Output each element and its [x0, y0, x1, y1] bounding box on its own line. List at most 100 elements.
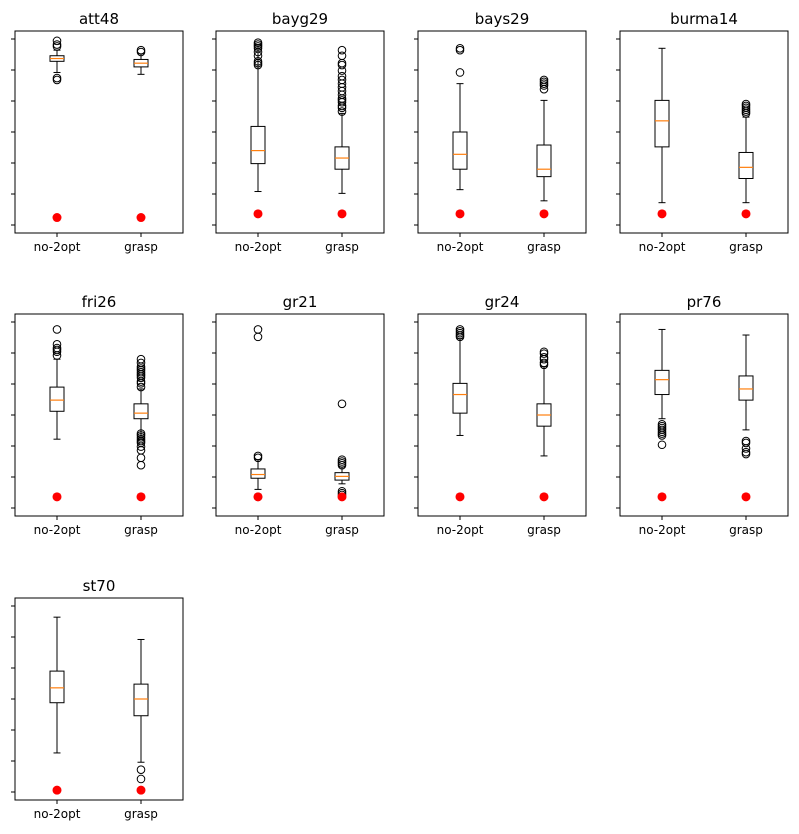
outlier-point — [136, 358, 146, 368]
outlier-point — [136, 774, 146, 784]
x-tick-label: grasp — [729, 240, 763, 254]
outlier-point — [253, 38, 263, 48]
panel-burma14: burma14 no-2opt grasp — [616, 10, 789, 254]
box-no-2opt — [250, 38, 266, 219]
outlier-point — [52, 40, 62, 49]
box-grasp — [738, 99, 754, 219]
x-tick-label: no-2opt — [437, 240, 484, 254]
panel-st70: st70 no-2opt grasp — [11, 577, 184, 821]
outlier-point — [539, 347, 549, 357]
outlier-point — [657, 440, 667, 450]
outlier-point — [337, 455, 347, 464]
box-body — [133, 683, 149, 717]
x-tick-label: grasp — [124, 807, 158, 821]
outlier-point — [253, 57, 263, 66]
panel-title: bays29 — [475, 10, 530, 28]
optimal-marker — [52, 492, 62, 502]
box-no-2opt — [250, 325, 266, 502]
optimal-marker — [136, 492, 146, 502]
panel-title: gr21 — [283, 293, 318, 311]
outlier-point — [253, 451, 263, 461]
box-grasp — [334, 399, 350, 502]
outlier-point — [136, 429, 146, 438]
axes-frame — [619, 313, 789, 517]
panel-fri26: fri26 no-2opt grasp — [11, 293, 184, 537]
outlier-point — [337, 71, 347, 81]
axes-frame — [619, 30, 789, 234]
box-no-2opt — [452, 44, 468, 219]
outlier-point — [337, 75, 347, 85]
box-no-2opt — [654, 328, 670, 502]
panel-bayg29: bayg29 no-2opt grasp — [212, 10, 385, 254]
panel-bays29: bays29 no-2opt grasp — [414, 10, 587, 254]
box-body — [133, 403, 149, 420]
panel-pr76: pr76 no-2opt grasp — [616, 293, 789, 537]
x-tick-label: grasp — [124, 523, 158, 537]
outlier-point — [337, 399, 347, 409]
axes-frame — [14, 597, 184, 801]
x-tick-label: no-2opt — [639, 523, 686, 537]
outlier-point — [741, 447, 751, 457]
box-grasp — [133, 354, 149, 502]
box-grasp — [133, 45, 149, 223]
axes-frame — [417, 313, 587, 517]
x-tick-label: no-2opt — [34, 807, 81, 821]
panel-title: att48 — [79, 10, 119, 28]
box-grasp — [334, 45, 350, 219]
outlier-point — [52, 325, 62, 334]
optimal-marker — [455, 209, 465, 219]
x-tick-label: grasp — [124, 240, 158, 254]
x-tick-label: no-2opt — [639, 240, 686, 254]
box-body — [250, 125, 266, 165]
x-tick-label: no-2opt — [437, 523, 484, 537]
axes-frame — [14, 30, 184, 234]
optimal-marker — [741, 492, 751, 502]
x-tick-label: grasp — [325, 523, 359, 537]
x-tick-label: no-2opt — [235, 523, 282, 537]
panel-title: fri26 — [82, 293, 117, 311]
box-body — [452, 131, 468, 170]
outlier-point — [337, 45, 347, 55]
panel-title: gr24 — [485, 293, 520, 311]
optimal-marker — [253, 492, 263, 502]
x-tick-label: grasp — [325, 240, 359, 254]
outlier-point — [657, 420, 667, 429]
axes-frame — [14, 313, 184, 517]
panel-gr21: gr21 no-2opt grasp — [212, 293, 385, 537]
outlier-point — [539, 358, 549, 368]
outlier-point — [337, 107, 347, 116]
outlier-point — [539, 75, 549, 85]
axes-frame — [215, 30, 385, 234]
outlier-point — [539, 353, 549, 362]
panel-title: bayg29 — [272, 10, 328, 28]
optimal-marker — [337, 492, 347, 502]
box-no-2opt — [49, 325, 65, 502]
box-body — [49, 670, 65, 704]
box-no-2opt — [49, 616, 65, 795]
axes-frame — [215, 313, 385, 517]
box-no-2opt — [49, 36, 65, 223]
box-body — [452, 382, 468, 414]
x-tick-label: grasp — [527, 240, 561, 254]
x-tick-label: grasp — [729, 523, 763, 537]
outlier-point — [136, 354, 146, 364]
outlier-point — [52, 73, 62, 83]
optimal-marker — [136, 785, 146, 795]
panel-title: pr76 — [687, 293, 722, 311]
optimal-marker — [253, 209, 263, 219]
outlier-point — [136, 765, 146, 774]
x-tick-label: no-2opt — [235, 240, 282, 254]
optimal-marker — [337, 209, 347, 219]
panel-gr24: gr24 no-2opt grasp — [414, 293, 587, 537]
outlier-point — [741, 99, 751, 109]
panel-att48: att48 no-2opt grasp — [11, 10, 184, 254]
box-body — [250, 468, 266, 479]
box-no-2opt — [452, 325, 468, 502]
optimal-marker — [657, 209, 667, 219]
box-body — [49, 386, 65, 412]
panel-title: burma14 — [670, 10, 738, 28]
outlier-point — [455, 68, 465, 77]
optimal-marker — [657, 492, 667, 502]
outlier-point — [52, 343, 62, 353]
